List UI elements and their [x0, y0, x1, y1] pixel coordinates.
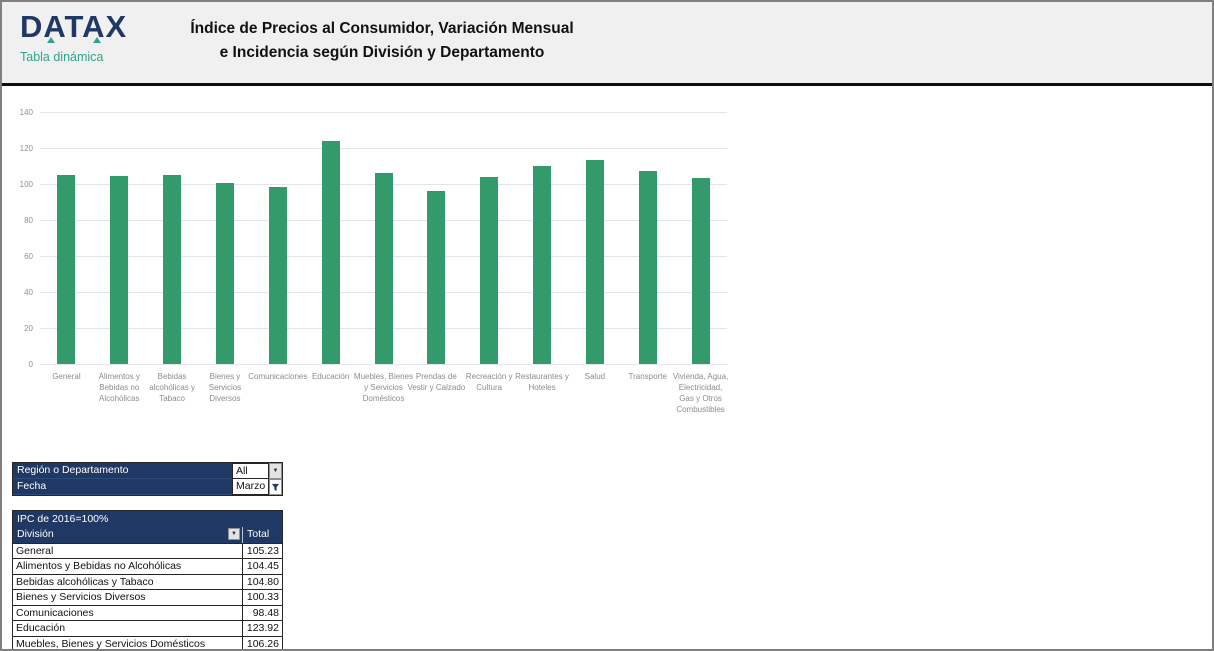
division-cell: Bienes y Servicios Diversos: [16, 591, 146, 604]
total-cell: 104.45: [242, 559, 282, 574]
chart-bar: [585, 159, 604, 364]
x-axis-category-label: Bienes y Servicios Diversos: [208, 372, 242, 403]
chart-bar: [215, 183, 234, 364]
gridline: [40, 364, 727, 365]
chart-bar: [57, 174, 76, 364]
filter-row-region: Región o Departamento All ▼: [13, 463, 282, 479]
x-axis-category-label: Muebles, Bienes y Servicios Domésticos: [353, 372, 414, 403]
division-dropdown-button[interactable]: ▼: [228, 528, 240, 540]
division-header-label: División: [17, 528, 54, 540]
logo-accent-triangle-icon: [47, 37, 55, 43]
x-axis-category-label: Vivienda, Agua, Electricidad, Gas y Otros C…: [672, 372, 729, 414]
chart-bar: [427, 190, 446, 364]
table-row: Bienes y Servicios Diversos 100.33: [13, 589, 282, 605]
chart-bar: [691, 177, 710, 364]
table-row: Comunicaciones 98.48: [13, 604, 282, 621]
chart-bar: [638, 170, 657, 364]
chart-bar: [374, 172, 393, 364]
y-axis-tick-label: 0: [28, 360, 33, 369]
x-axis-category-label: Educación: [311, 372, 350, 381]
x-axis-category-label: Alimentos y Bebidas no Alcohólicas: [98, 372, 140, 403]
filter-label-fecha: Fecha: [13, 479, 232, 495]
filter-row-fecha: Fecha Marzo: [13, 479, 282, 495]
region-dropdown-button[interactable]: ▼: [269, 463, 282, 479]
division-cell: Comunicaciones: [16, 606, 94, 619]
x-axis-category-label: Bebidas alcohólicas y Tabaco: [149, 372, 196, 403]
table-row: Alimentos y Bebidas no Alcohólicas 104.45: [13, 558, 282, 574]
y-axis-tick-label: 40: [24, 288, 33, 297]
logo-accent-triangle-icon: [93, 37, 101, 43]
chart-bar: [268, 186, 287, 364]
total-cell: 104.80: [242, 574, 282, 590]
total-cell: 106.26: [242, 636, 282, 649]
x-axis-category-label: Comunicaciones: [248, 372, 308, 381]
header-band: DATAX Tabla dinámica Índice de Precios a…: [2, 2, 1212, 86]
division-cell: Educación: [16, 622, 66, 635]
page-title-line2: e Incidencia según División y Departamen…: [219, 44, 545, 61]
division-column-header: División ▼: [13, 527, 242, 543]
chart-bar: [321, 140, 340, 364]
division-cell: Alimentos y Bebidas no Alcohólicas: [16, 560, 182, 573]
brand-text: DATAX: [20, 9, 128, 44]
table-row: General 105.23: [13, 543, 282, 559]
pivot-table-body: General 105.23 Alimentos y Bebidas no Alco…: [13, 543, 282, 650]
total-cell: 123.92: [242, 621, 282, 636]
table-row: Educación 123.92: [13, 620, 282, 636]
y-axis-tick-label: 60: [24, 252, 33, 261]
page-title: Índice de Precios al Consumidor, Variaci…: [172, 17, 592, 65]
x-axis-category-label: Restaurantes y Hoteles: [515, 372, 569, 392]
brand-subtitle: Tabla dinámica: [20, 50, 104, 64]
chart-bar: [480, 176, 499, 364]
filter-value-fecha[interactable]: Marzo: [232, 479, 269, 495]
x-axis-category-label: Prendas de Vestir y Calzado: [407, 372, 466, 392]
total-cell: 100.33: [242, 590, 282, 605]
filter-label-region: Región o Departamento: [13, 463, 232, 479]
total-cell: 98.48: [242, 605, 282, 621]
chart-bar: [110, 175, 129, 364]
y-axis-tick-label: 100: [19, 180, 33, 189]
x-axis-category-label: Recreación y Cultura: [465, 372, 513, 392]
logo: DATAX Tabla dinámica: [20, 10, 127, 65]
pivot-table-title: IPC de 2016=100%: [17, 513, 109, 525]
y-axis-tick-label: 20: [24, 324, 33, 333]
fecha-filter-funnel-button[interactable]: [269, 479, 282, 495]
page-title-line1: Índice de Precios al Consumidor, Variaci…: [190, 20, 574, 37]
table-row: Muebles, Bienes y Servicios Domésticos 10…: [13, 635, 282, 650]
funnel-filter-icon: [271, 483, 280, 491]
x-axis-category-label: General: [52, 372, 81, 381]
pivot-filter-block: Región o Departamento All ▼ Fecha Marzo: [12, 462, 283, 496]
y-axis-tick-label: 80: [24, 216, 33, 225]
pivot-column-headers: División ▼ Total: [13, 527, 282, 543]
x-axis-category-label: Salud: [584, 372, 606, 381]
chart-bar: [163, 175, 182, 364]
pivot-table: IPC de 2016=100% División ▼ Total Genera…: [12, 510, 283, 650]
gridline: [40, 112, 727, 113]
y-axis-tick-label: 120: [19, 144, 33, 153]
division-cell: Bebidas alcohólicas y Tabaco: [16, 575, 154, 588]
filter-value-region[interactable]: All: [232, 463, 269, 479]
total-column-header: Total: [242, 527, 282, 543]
gridline: [40, 148, 727, 149]
division-cell: General: [16, 545, 54, 557]
x-axis-category-label: Transporte: [628, 372, 667, 381]
pivot-table-header: IPC de 2016=100% División ▼ Total: [13, 511, 282, 543]
total-cell: 105.23: [242, 544, 282, 559]
y-axis-tick-label: 140: [19, 108, 33, 117]
table-row: Bebidas alcohólicas y Tabaco 104.80: [13, 573, 282, 590]
brand-wordmark: DATAX: [20, 10, 127, 44]
division-cell: Muebles, Bienes y Servicios Domésticos: [16, 637, 206, 650]
chart-bar: [533, 166, 552, 364]
